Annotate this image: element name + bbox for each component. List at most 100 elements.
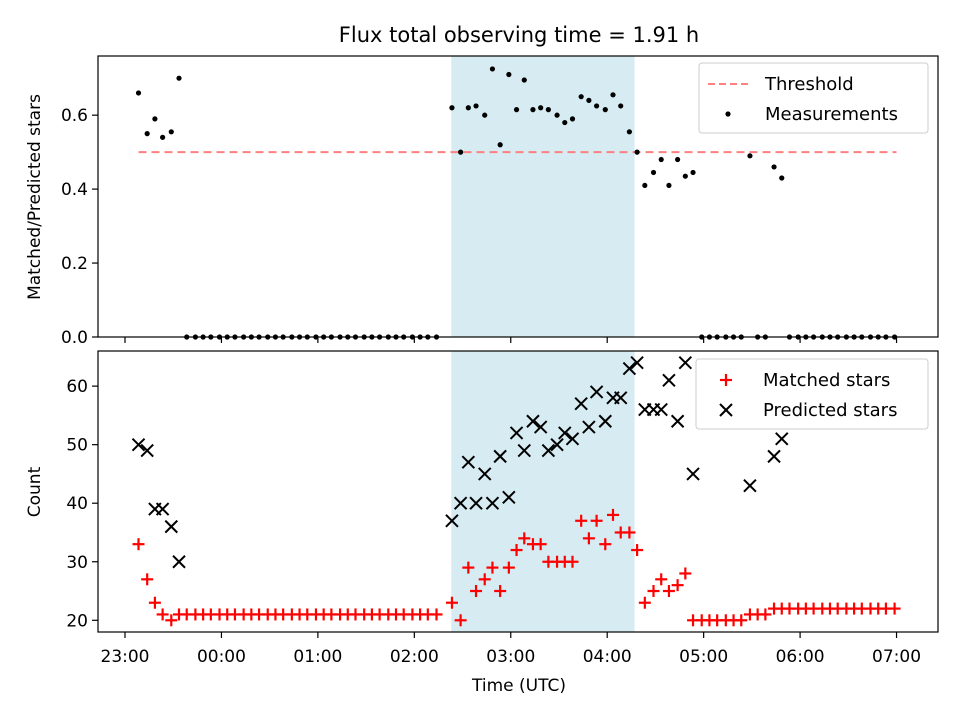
predicted-star-point [461,455,476,469]
predicted-star-point [662,373,676,387]
measurement-point [465,105,471,111]
predicted-star-point [164,519,179,534]
legend-predicted-label: Predicted stars [763,400,897,421]
x-tick-label: 06:00 [776,647,825,667]
measurement-point [569,116,576,122]
measurement-point [682,173,688,179]
y-tick-label: 20 [66,611,88,631]
measurement-point [538,105,544,111]
y-tick-label: 50 [66,436,88,456]
matched-star-point [165,614,178,627]
x-tick-label: 01:00 [293,647,342,667]
predicted-star-point [743,478,757,493]
matched-star-point [462,561,475,574]
x-tick-label: 00:00 [197,647,246,667]
measurement-point [650,169,657,176]
measurement-point [666,182,672,189]
predicted-star-point [574,396,588,411]
legend-threshold-label: Threshold [764,74,854,95]
x-axis-label: Time (UTC) [471,676,566,696]
bottom-y-axis: 20 30 40 50 60 [66,377,98,631]
predicted-star-point [155,502,170,516]
predicted-star-point [670,414,685,428]
x-tick-label: 03:00 [486,647,535,667]
matched-star-point [671,579,684,592]
legend-predicted-swatch [719,403,733,417]
matched-star-point [518,532,531,545]
top-plot-frame [97,55,939,338]
matched-star-point [486,561,499,574]
measurement-point [135,90,142,96]
predicted-star-point [526,414,540,428]
predicted-stars-series [131,356,789,569]
x-tick-label: 05:00 [679,647,728,667]
measurement-point [658,156,664,163]
predicted-star-point [614,391,628,405]
bottom-legend: Matched stars Predicted stars [695,358,929,430]
predicted-star-point [775,432,789,446]
bottom-legend-box [695,358,929,430]
predicted-star-point [558,426,572,440]
top-x-ticks [124,337,898,343]
matched-star-point [566,555,579,568]
predicted-star-point [686,467,700,481]
matched-star-point [623,526,636,539]
legend-measurements-swatch [725,111,731,117]
predicted-star-point [533,420,548,434]
bottom-panel: 20 30 40 50 60 23:00 00:00 01:00 02:00 03:00 04:0… [25,350,939,696]
matched-star-point [735,614,748,627]
predicted-star-point [550,437,564,452]
y-tick-label: 40 [66,494,88,514]
matched-star-point [148,596,161,609]
legend-measurements-label: Measurements [765,104,898,125]
predicted-star-point [493,449,507,464]
y-tick-label: 0.4 [61,180,88,200]
predicted-star-point [453,496,468,510]
measurement-point [160,134,166,140]
matched-star-point [888,602,901,615]
measurement-point [626,129,632,135]
measurement-point [545,107,551,113]
predicted-star-point [630,356,644,370]
matched-star-point [638,596,651,609]
matched-star-point [631,544,644,557]
matched-star-point [655,573,668,586]
measurement-point [602,107,608,113]
predicted-star-point [541,443,556,458]
measurement-point [634,149,640,155]
measurement-point [642,182,648,189]
x-tick-label: 02:00 [390,647,439,667]
measurement-point [675,156,681,163]
measurement-point [771,164,777,170]
matched-star-point [141,573,154,586]
measurement-point [482,112,488,118]
measurement-point [458,149,464,155]
matched-star-point [759,608,772,621]
measurement-point [562,119,568,126]
chart-title: Flux total observing time = 1.91 h [339,23,699,47]
y-tick-label: 60 [66,377,88,397]
predicted-star-point [502,490,516,505]
matched-star-point [590,514,603,527]
measurement-point [144,131,150,137]
y-tick-label: 0.2 [61,254,88,274]
measurement-point [586,97,592,103]
y-tick-label: 0.0 [61,328,88,348]
bottom-x-axis: 23:00 00:00 01:00 02:00 03:00 04:00 05:00 06:00… [101,632,921,667]
top-y-axis: 0.0 0.2 0.4 0.6 [61,106,98,348]
matched-star-point [582,532,595,545]
measurement-point [449,105,455,111]
predicted-star-point [445,514,459,528]
matched-star-point [502,561,515,574]
measurement-point [593,103,600,109]
measurement-point [554,112,560,118]
matched-star-point [534,538,547,551]
measurement-point [618,103,624,109]
predicted-star-point [678,356,693,370]
matched-star-point [575,514,588,527]
predicted-star-point [478,467,492,481]
predicted-star-point [509,426,524,440]
matched-star-point [445,596,458,609]
measurement-point [779,175,785,181]
y-tick-label: 0.6 [61,106,88,126]
